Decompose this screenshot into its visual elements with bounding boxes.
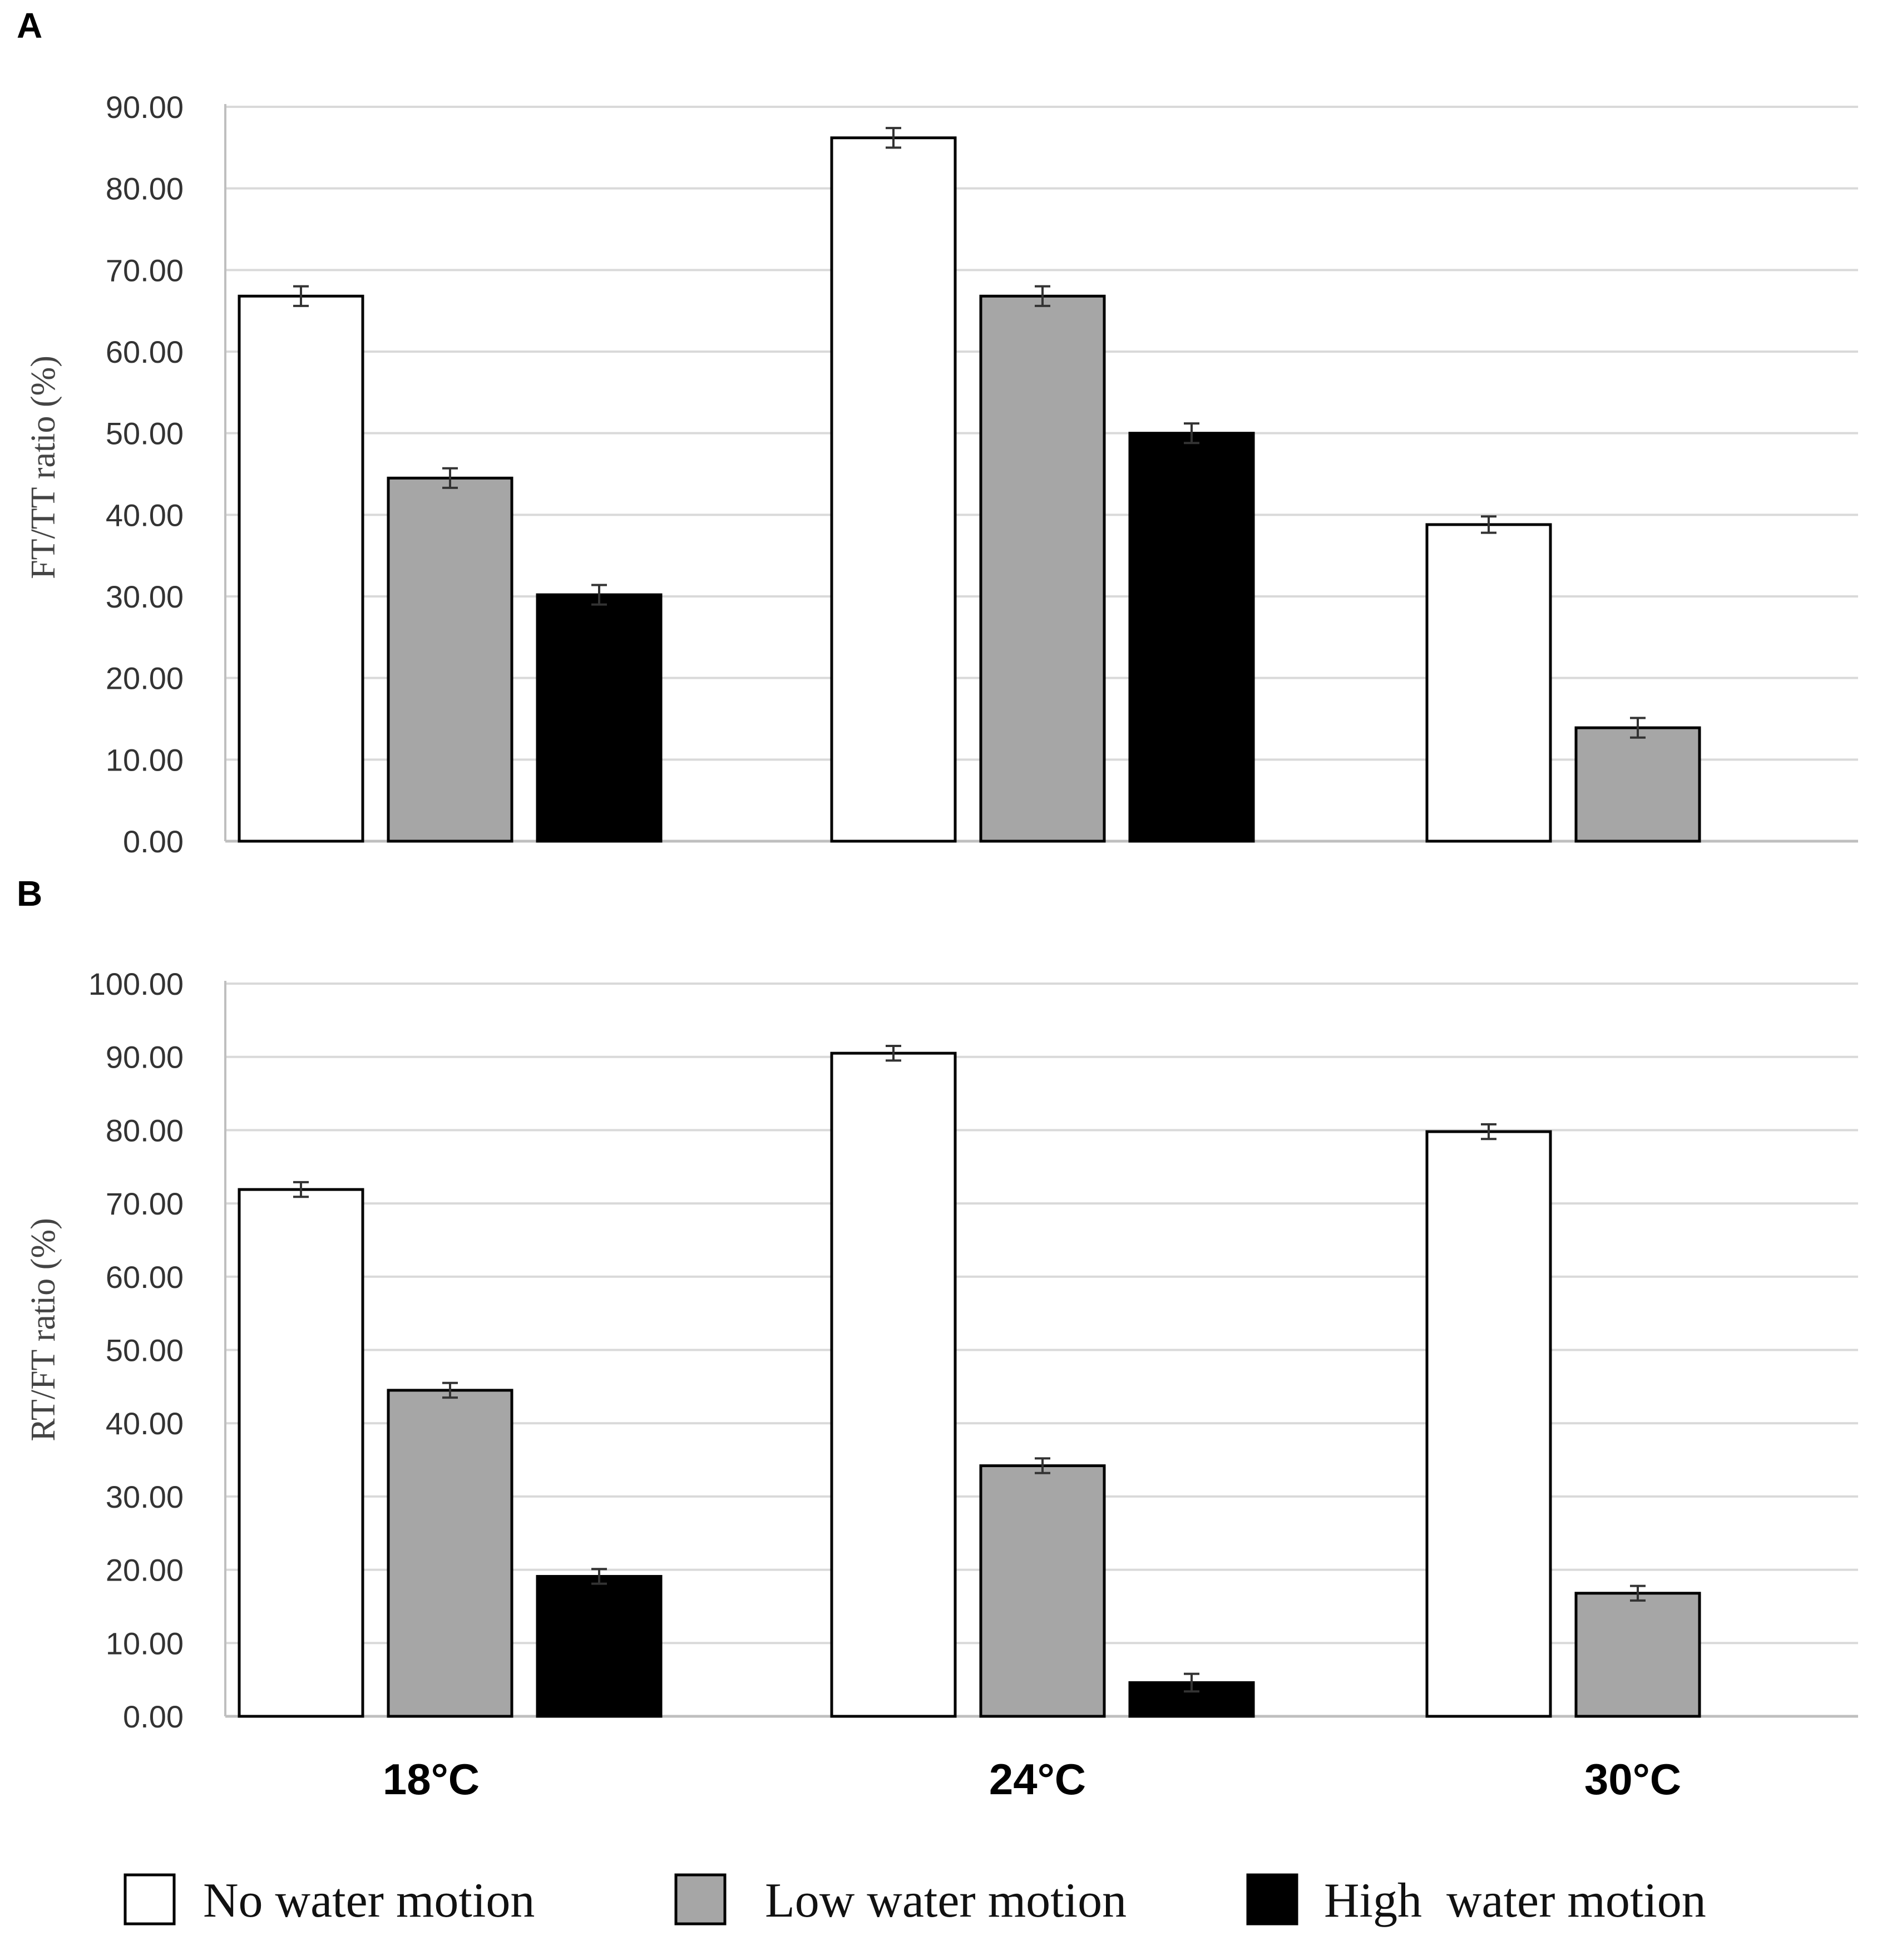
y-ticks-a: 0.00 10.00 20.00 30.00 40.00 50.00 60.00 70.00 8… <box>106 90 184 859</box>
legend: No water motion Low water motion High wa… <box>124 1873 1706 1928</box>
error-bar <box>1630 717 1646 739</box>
legend-item-no-water-motion: No water motion <box>124 1873 535 1928</box>
error-bar <box>293 285 309 307</box>
bar-no-water-motion-0 <box>238 1188 364 1718</box>
legend-item-low-water-motion: Low water motion <box>674 1873 1127 1928</box>
bar-no-water-motion-1 <box>830 136 957 843</box>
legend-label-no-water-motion: No water motion <box>203 1874 535 1928</box>
y-tick-label: 60.00 <box>106 1260 184 1295</box>
bar-low-water-motion-1 <box>979 1464 1106 1718</box>
error-bar <box>1481 515 1496 534</box>
legend-item-high-water-motion: High water motion <box>1246 1873 1706 1928</box>
y-tick-label: 20.00 <box>106 1553 184 1588</box>
y-tick-label: 40.00 <box>106 1406 184 1441</box>
y-ticks-b: 0.00 10.00 20.00 30.00 40.00 50.00 60.00 70.00 8… <box>88 966 184 1734</box>
bars-a <box>238 127 1701 843</box>
category-label-30c: 30°C <box>1584 1755 1681 1804</box>
panel-letter-a: A <box>17 6 42 46</box>
error-bar <box>591 584 607 606</box>
legend-swatch-high-water-motion <box>1246 1873 1298 1926</box>
error-bar <box>1630 1584 1646 1602</box>
panel-letter-b: B <box>17 873 42 914</box>
legend-label-high-water-motion: High water motion <box>1324 1874 1706 1928</box>
y-tick-label: 50.00 <box>106 416 184 451</box>
bar-low-water-motion-2 <box>1574 726 1701 843</box>
error-bar <box>1184 1672 1199 1693</box>
error-bar <box>886 127 901 149</box>
y-axis-label-b: RT/FT ratio (%) <box>24 1218 62 1441</box>
error-bar <box>293 1181 309 1198</box>
error-bar <box>1035 1457 1050 1474</box>
legend-swatch-no-water-motion <box>124 1873 176 1926</box>
y-tick-label: 100.00 <box>88 966 184 1001</box>
y-tick-label: 0.00 <box>123 1699 184 1734</box>
y-tick-label: 30.00 <box>106 1479 184 1514</box>
y-tick-label: 10.00 <box>106 742 184 777</box>
y-tick-label: 80.00 <box>106 1113 184 1148</box>
category-label-24c: 24°C <box>989 1755 1086 1804</box>
y-tick-label: 20.00 <box>106 661 184 696</box>
y-tick-label: 90.00 <box>106 90 184 125</box>
error-bar <box>591 1568 607 1585</box>
error-bar <box>1481 1123 1496 1141</box>
bar-low-water-motion-0 <box>387 476 513 843</box>
y-tick-label: 80.00 <box>106 171 184 206</box>
bar-low-water-motion-0 <box>387 1389 513 1718</box>
y-tick-label: 90.00 <box>106 1040 184 1075</box>
y-tick-label: 10.00 <box>106 1626 184 1661</box>
chart-panel-a: 0.00 10.00 20.00 30.00 40.00 50.00 60.00 70.00 8… <box>24 90 1858 859</box>
y-tick-label: 70.00 <box>106 253 184 288</box>
bar-no-water-motion-2 <box>1425 523 1552 843</box>
bar-no-water-motion-2 <box>1425 1130 1552 1718</box>
bar-low-water-motion-2 <box>1574 1592 1701 1718</box>
bar-high-water-motion-0 <box>536 593 663 843</box>
error-bar <box>1035 285 1050 307</box>
bar-high-water-motion-0 <box>536 1574 663 1718</box>
y-tick-label: 50.00 <box>106 1333 184 1368</box>
y-tick-label: 60.00 <box>106 334 184 369</box>
error-bar <box>442 467 458 489</box>
legend-label-low-water-motion: Low water motion <box>765 1874 1127 1928</box>
error-bar <box>442 1381 458 1399</box>
error-bar <box>886 1044 901 1062</box>
bar-low-water-motion-1 <box>979 294 1106 843</box>
x-axis-category-labels: 18°C 24°C 30°C <box>383 1755 1681 1804</box>
category-label-18c: 18°C <box>383 1755 480 1804</box>
y-tick-label: 40.00 <box>106 497 184 532</box>
bars-b <box>238 1044 1701 1718</box>
error-bar <box>1184 422 1199 445</box>
y-tick-label: 70.00 <box>106 1186 184 1221</box>
y-tick-label: 30.00 <box>106 579 184 614</box>
bar-no-water-motion-0 <box>238 294 364 843</box>
y-tick-label: 0.00 <box>123 824 184 859</box>
chart-panel-b: 0.00 10.00 20.00 30.00 40.00 50.00 60.00 70.00 8… <box>24 966 1858 1734</box>
legend-swatch-low-water-motion <box>674 1873 727 1926</box>
bar-no-water-motion-1 <box>830 1051 957 1718</box>
bar-high-water-motion-1 <box>1128 432 1255 843</box>
y-axis-label-a: FT/TT ratio (%) <box>24 356 62 579</box>
